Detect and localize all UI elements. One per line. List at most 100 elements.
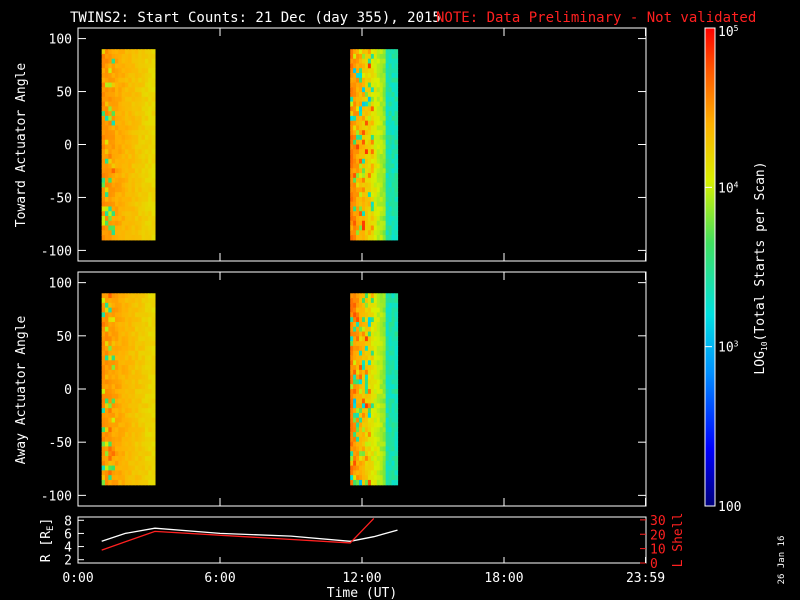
heatmap-cell	[385, 73, 390, 79]
heatmap-cell	[144, 187, 149, 193]
heatmap-cell	[114, 479, 119, 486]
heatmap-cell	[367, 360, 372, 366]
heatmap-cell	[362, 106, 366, 112]
heatmap-cell	[121, 211, 126, 217]
heatmap-cell	[128, 134, 133, 141]
heatmap-cell	[359, 374, 363, 381]
heatmap-cell	[101, 120, 106, 127]
heatmap-cell	[350, 389, 354, 395]
heatmap-cell	[104, 321, 109, 328]
heatmap-cell	[134, 206, 139, 212]
heatmap-cell	[367, 321, 372, 328]
heatmap-cell	[114, 393, 119, 400]
heatmap-cell	[121, 331, 126, 337]
heatmap-cell	[108, 341, 113, 347]
heatmap-cell	[353, 163, 357, 169]
heatmap-cell	[128, 312, 133, 318]
heatmap-cell	[108, 49, 113, 55]
heatmap-cell	[353, 408, 357, 414]
heatmap-cell	[391, 53, 396, 60]
heatmap-cell	[111, 331, 116, 337]
heatmap-cell	[353, 460, 357, 467]
heatmap-cell	[144, 427, 149, 433]
heatmap-cell	[124, 307, 129, 314]
heatmap-cell	[391, 130, 396, 136]
heatmap-cell	[148, 374, 153, 381]
heatmap-cell	[391, 446, 396, 452]
heatmap-cell	[388, 384, 393, 390]
heatmap-cell	[382, 345, 387, 352]
heatmap-cell	[388, 465, 393, 471]
heatmap-cell	[101, 479, 106, 486]
heatmap-cell	[151, 215, 156, 222]
heatmap-cell	[353, 206, 357, 212]
heatmap-cell	[350, 408, 354, 414]
heatmap-cell	[138, 158, 143, 165]
heatmap-cell	[367, 125, 372, 131]
heatmap-cell	[367, 350, 372, 357]
heatmap-cell	[148, 206, 153, 212]
heatmap-cell	[131, 177, 136, 184]
heatmap-cell	[118, 475, 123, 481]
heatmap-cell	[394, 470, 399, 476]
heatmap-cell	[138, 321, 143, 328]
heatmap-cell	[350, 460, 354, 467]
heatmap-cell	[104, 312, 109, 318]
heatmap-cell	[101, 317, 106, 323]
heatmap-cell	[370, 350, 375, 357]
y-tick-label: 0	[64, 383, 72, 398]
heatmap-cell	[131, 465, 136, 471]
heatmap-cell	[118, 92, 123, 98]
heatmap-cell	[379, 125, 384, 131]
heatmap-cell	[114, 120, 119, 127]
heatmap-cell	[359, 206, 363, 212]
heatmap-cell	[118, 422, 123, 428]
heatmap-cell	[370, 317, 375, 323]
heatmap-cell	[128, 350, 133, 357]
heatmap-cell	[104, 369, 109, 376]
heatmap-cell	[373, 235, 378, 241]
heatmap-cell	[356, 436, 360, 443]
heatmap-cell	[362, 432, 366, 438]
heatmap-cell	[379, 144, 384, 150]
heatmap-cell	[131, 139, 136, 146]
heatmap-cell	[385, 87, 390, 93]
heatmap-cell	[379, 106, 384, 112]
heatmap-cell	[108, 115, 113, 122]
heatmap-cell	[111, 125, 116, 131]
heatmap-cell	[391, 196, 396, 203]
heatmap-cell	[382, 336, 387, 342]
heatmap-cell	[370, 341, 375, 347]
heatmap-cell	[128, 470, 133, 476]
heatmap-cell	[148, 465, 153, 471]
heatmap-cell	[114, 436, 119, 443]
heatmap-cell	[373, 374, 378, 381]
heatmap-cell	[364, 317, 369, 323]
heatmap-cell	[114, 360, 119, 366]
heatmap-cell	[101, 355, 106, 361]
heatmap-cell	[367, 187, 372, 193]
heatmap-cell	[356, 350, 360, 357]
heatmap-cell	[128, 63, 133, 69]
heatmap-cell	[350, 451, 354, 457]
heatmap-cell	[364, 125, 369, 131]
heatmap-cell	[101, 53, 106, 60]
heatmap-cell	[134, 350, 139, 357]
heatmap-cell	[379, 465, 384, 471]
heatmap-cell	[131, 384, 136, 390]
heatmap-cell	[101, 106, 106, 112]
heatmap-cell	[114, 168, 119, 174]
heatmap-cell	[394, 82, 399, 88]
heatmap-cell	[394, 49, 399, 55]
heatmap-cell	[141, 341, 146, 347]
heatmap-cell	[391, 215, 396, 222]
heatmap-cell	[101, 369, 106, 376]
heatmap-cell	[394, 403, 399, 409]
heatmap-cell	[350, 130, 354, 136]
heatmap-cell	[144, 302, 149, 309]
heatmap-cell	[101, 68, 106, 74]
heatmap-cell	[391, 393, 396, 400]
heatmap-cell	[379, 317, 384, 323]
heatmap-cell	[391, 63, 396, 69]
heatmap-cell	[108, 465, 113, 471]
